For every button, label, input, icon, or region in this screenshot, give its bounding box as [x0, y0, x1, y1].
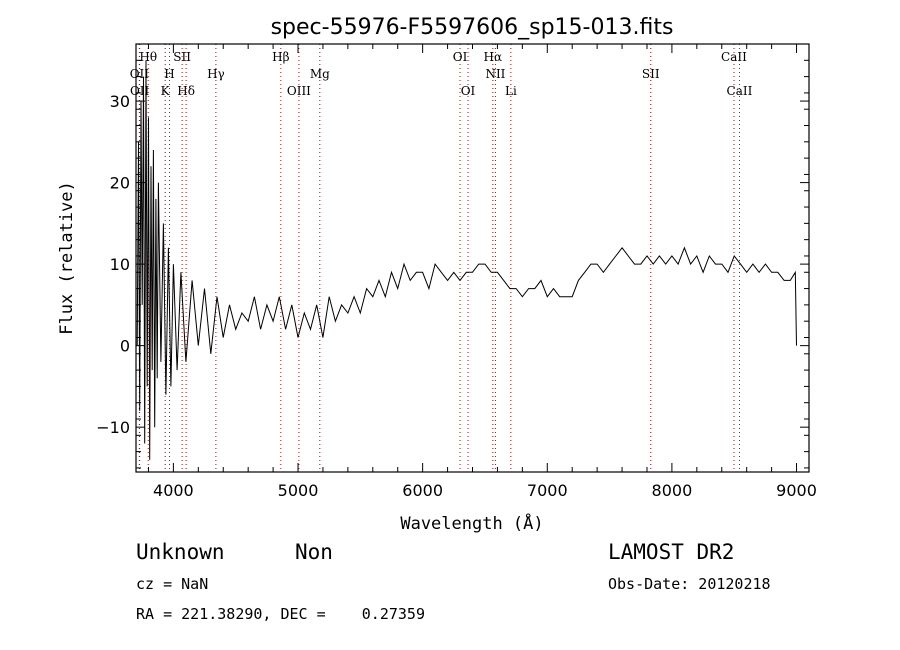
spectrum-line — [136, 60, 797, 460]
spectral-line-label: OII — [130, 84, 150, 98]
y-tick-label: 30 — [110, 92, 130, 111]
x-tick-label: 7000 — [527, 481, 568, 500]
y-axis-label: Flux (relative) — [57, 181, 77, 335]
spectrum-series — [136, 60, 797, 460]
spectral-line-label: Hγ — [207, 67, 225, 81]
spectral-subclass: Non — [295, 540, 333, 564]
survey-name: LAMOST DR2 — [608, 540, 735, 564]
y-tick-label: −10 — [96, 418, 130, 437]
spectral-line-label: H — [164, 67, 174, 81]
spectral-class: Unknown — [136, 540, 225, 564]
x-tick-label: 9000 — [776, 481, 817, 500]
observation-date: Obs-Date: 20120218 — [608, 575, 771, 593]
x-tick-label: 4000 — [153, 481, 194, 500]
x-tick-label: 5000 — [278, 481, 319, 500]
spectral-line-label: Hθ — [139, 50, 157, 64]
spectral-line-label: OII — [130, 67, 150, 81]
spectral-line-label: CaII — [721, 50, 747, 64]
spectral-line-label: Mg — [310, 67, 330, 81]
spectral-line-label: SII — [642, 67, 660, 81]
spectral-line-label: Hδ — [177, 84, 195, 98]
x-tick-label: 8000 — [652, 481, 693, 500]
spectral-line-label: NII — [485, 67, 505, 81]
spectral-line-label: OIII — [287, 84, 311, 98]
spectral-line-label: Li — [505, 84, 517, 98]
spectral-line-markers — [138, 44, 740, 472]
spectral-line-label: SII — [173, 50, 191, 64]
y-tick-label: 0 — [120, 337, 130, 356]
x-tick-label: 6000 — [402, 481, 443, 500]
spectral-line-label: CaII — [727, 84, 753, 98]
chart-title: spec-55976-F5597606_sp15-013.fits — [271, 15, 674, 40]
spectral-line-label: K — [161, 84, 171, 98]
spectral-line-label: OI — [461, 84, 476, 98]
spectral-line-label: Hβ — [272, 50, 289, 64]
axis-ticks: 4000 5000 6000 7000 8000 9000 −10 0 10 20 30 — [96, 44, 817, 500]
redshift-cz: cz = NaN — [136, 575, 209, 593]
y-tick-label: 20 — [110, 174, 130, 193]
coordinates: RA = 221.38290, DEC = 0.27359 — [136, 605, 425, 623]
x-axis-label: Wavelength (Å) — [400, 512, 543, 534]
y-tick-label: 10 — [110, 255, 130, 274]
spectral-line-label: OI — [453, 50, 468, 64]
spectral-line-label: Hα — [484, 50, 503, 64]
